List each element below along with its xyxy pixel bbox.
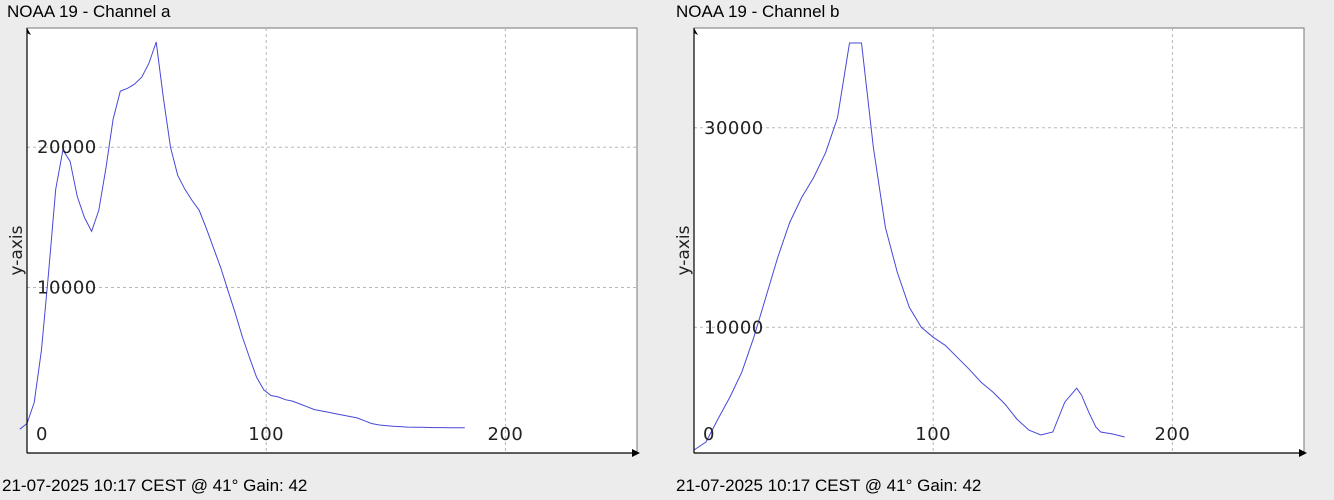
chart-footer-a: 21-07-2025 10:17 CEST @ 41° Gain: 42 (2, 476, 308, 495)
chart-title-a: NOAA 19 - Channel a (7, 2, 171, 21)
x-tick-label: 100 (915, 424, 951, 445)
y-axis-arrow (694, 28, 698, 35)
line-chart-a: 0 100 200 10000 20000 y-axis (7, 27, 640, 457)
plot-area (693, 27, 1305, 454)
x-tick-label: 200 (1155, 424, 1191, 445)
line-chart-b: 0 100 200 10000 30000 y-axis (674, 27, 1307, 457)
chart-footer-b: 21-07-2025 10:17 CEST @ 41° Gain: 42 (676, 476, 982, 495)
series-line-b (693, 42, 1125, 451)
x-tick-label: 0 (703, 424, 715, 445)
plot-area (26, 27, 638, 454)
x-tick-label: 0 (36, 424, 48, 445)
y-tick-label: 20000 (37, 137, 97, 158)
chart-title-b: NOAA 19 - Channel b (676, 2, 840, 21)
y-axis-label: y-axis (674, 225, 694, 275)
x-axis-arrow (1299, 449, 1307, 457)
y-tick-label: 30000 (704, 118, 764, 139)
x-tick-label: 200 (488, 424, 524, 445)
y-tick-label: 10000 (704, 317, 764, 338)
series-line-a (19, 41, 465, 430)
x-axis-arrow (632, 449, 640, 457)
y-tick-label: 10000 (37, 277, 97, 298)
y-axis-label: y-axis (7, 225, 27, 275)
y-axis-arrow (27, 28, 31, 35)
x-tick-label: 100 (248, 424, 284, 445)
